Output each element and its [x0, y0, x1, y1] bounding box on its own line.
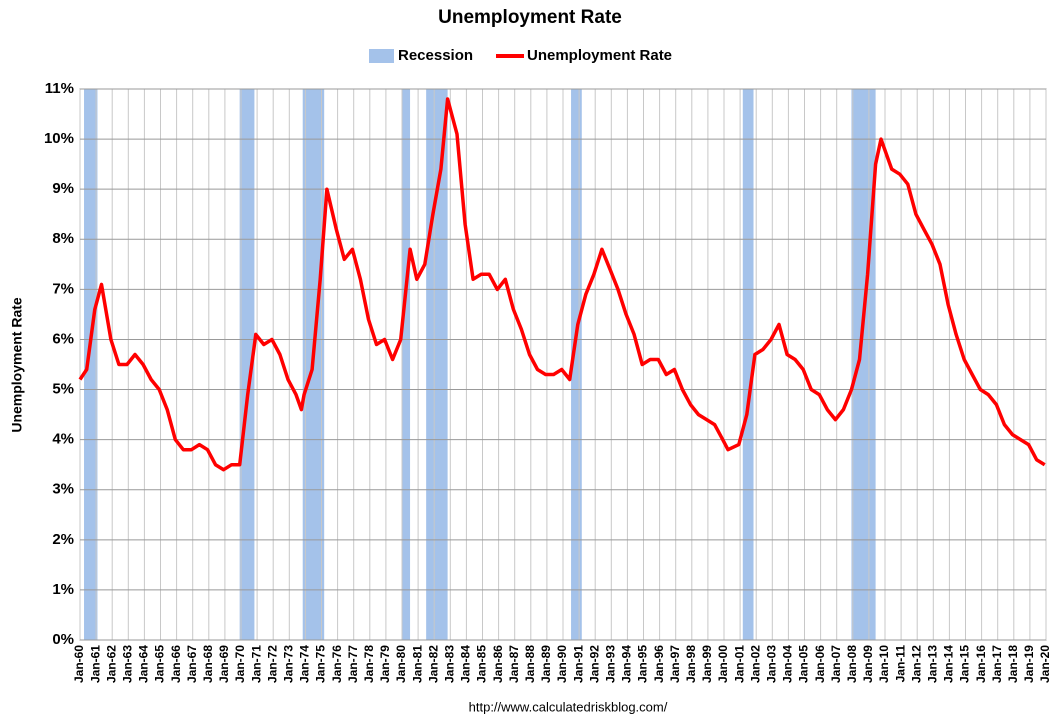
x-tick-label: Jan-78 [362, 645, 376, 683]
x-tick-label: Jan-04 [781, 645, 795, 683]
y-tick-label: 4% [52, 431, 74, 448]
x-tick-label: Jan-73 [281, 645, 295, 683]
x-tick-label: Jan-14 [942, 645, 956, 683]
y-tick-label: 1% [52, 581, 74, 598]
x-tick-label: Jan-81 [410, 645, 424, 683]
x-tick-label: Jan-06 [813, 645, 827, 683]
x-tick-label: Jan-16 [974, 645, 988, 683]
x-tick-label: Jan-68 [201, 645, 215, 683]
x-tick-label: Jan-17 [990, 645, 1004, 683]
x-tick-label: Jan-82 [426, 645, 440, 683]
legend-label: Unemployment Rate [527, 47, 672, 64]
x-tick-label: Jan-83 [442, 645, 456, 683]
source: http://www.calculatedriskblog.com/ [469, 699, 668, 714]
y-tick-label: 3% [52, 481, 74, 498]
x-tick-label: Jan-76 [330, 645, 344, 683]
x-tick-label: Jan-15 [958, 645, 972, 683]
x-tick-label: Jan-63 [120, 645, 134, 683]
x-tick-label: Jan-10 [877, 645, 891, 683]
x-tick-label: Jan-66 [169, 645, 183, 683]
x-tick-label: Jan-61 [88, 645, 102, 683]
x-tick-label: Jan-91 [571, 645, 585, 683]
x-tick-label: Jan-20 [1038, 645, 1052, 683]
y-tick-label: 0% [52, 631, 74, 648]
x-tick-label: Jan-11 [893, 645, 907, 683]
x-tick-label: Jan-77 [346, 645, 360, 683]
x-tick-label: Jan-99 [700, 645, 714, 683]
recession-band [851, 89, 876, 640]
x-tick-label: Jan-65 [153, 645, 167, 683]
x-tick-label: Jan-05 [797, 645, 811, 683]
y-tick-label: 9% [52, 180, 74, 197]
recession-band [84, 89, 98, 640]
recession-band [402, 89, 411, 640]
y-tick-label: 6% [52, 330, 74, 347]
y-tick-label: 8% [52, 230, 74, 247]
x-tick-label: Jan-18 [1006, 645, 1020, 683]
y-tick-label: 5% [52, 381, 74, 398]
x-tick-label: Jan-79 [378, 645, 392, 683]
y-tick-label: 7% [52, 280, 74, 297]
x-tick-label: Jan-80 [394, 645, 408, 683]
x-tick-label: Jan-97 [668, 645, 682, 683]
x-tick-label: Jan-98 [684, 645, 698, 683]
x-tick-label: Jan-72 [265, 645, 279, 683]
x-tick-label: Jan-00 [716, 645, 730, 683]
recession-band [426, 89, 448, 640]
x-tick-label: Jan-60 [72, 645, 86, 683]
x-tick-label: Jan-19 [1022, 645, 1036, 683]
x-tick-label: Jan-87 [507, 645, 521, 683]
recession-band [742, 89, 754, 640]
y-tick-label: 10% [44, 130, 74, 147]
x-tick-label: Jan-95 [636, 645, 650, 683]
x-tick-label: Jan-67 [185, 645, 199, 683]
x-tick-label: Jan-84 [459, 645, 473, 683]
x-tick-label: Jan-71 [249, 645, 263, 683]
y-tick-label: 2% [52, 531, 74, 548]
x-tick-label: Jan-70 [233, 645, 247, 683]
x-tick-label: Jan-93 [603, 645, 617, 683]
x-tick-label: Jan-88 [523, 645, 537, 683]
x-tick-label: Jan-69 [217, 645, 231, 683]
x-tick-label: Jan-12 [909, 645, 923, 683]
x-tick-label: Jan-96 [652, 645, 666, 683]
x-tick-label: Jan-13 [925, 645, 939, 683]
x-tick-label: Jan-86 [491, 645, 505, 683]
x-tick-label: Jan-85 [475, 645, 489, 683]
x-tick-label: Jan-03 [764, 645, 778, 683]
y-axis-title: Unemployment Rate [9, 297, 25, 433]
x-tick-label: Jan-92 [587, 645, 601, 683]
x-tick-label: Jan-01 [732, 645, 746, 683]
x-tick-label: Jan-64 [137, 645, 151, 683]
recession-band [571, 89, 582, 640]
x-tick-label: Jan-94 [620, 645, 634, 683]
x-tick-label: Jan-08 [845, 645, 859, 683]
x-tick-label: Jan-90 [555, 645, 569, 683]
x-tick-label: Jan-02 [748, 645, 762, 683]
x-tick-label: Jan-62 [104, 645, 118, 683]
legend-swatch [369, 49, 394, 63]
unemployment-line [78, 97, 1046, 472]
x-tick-label: Jan-07 [829, 645, 843, 683]
x-tick-label: Jan-09 [861, 645, 875, 683]
legend-label: Recession [398, 47, 473, 64]
y-tick-label: 11% [45, 80, 74, 97]
chart-title: Unemployment Rate [438, 7, 622, 28]
x-tick-label: Jan-89 [539, 645, 553, 683]
x-tick-label: Jan-75 [314, 645, 328, 683]
recession-band [239, 89, 255, 640]
x-tick-label: Jan-74 [298, 645, 312, 683]
